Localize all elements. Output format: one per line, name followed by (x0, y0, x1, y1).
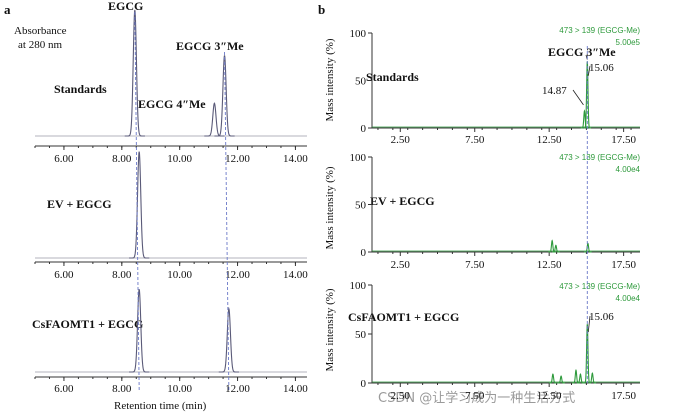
a2-x-tick-label: 12.00 (225, 269, 250, 281)
b2-x-tick-label: 12.50 (537, 259, 562, 271)
b3-peak-0 (549, 373, 557, 384)
b3-leader-1506 (587, 315, 591, 333)
a3-x-tick-label: 6.00 (54, 383, 74, 395)
b1-leader-1487 (572, 89, 584, 106)
b1-y-tick-label: 50 (355, 76, 367, 88)
watermark: CSDN @让学习成为一种生活方式 (378, 390, 575, 406)
a3-title: CsFAOMT1 + EGCG (32, 317, 143, 331)
a1-peak-label-3me: EGCG 3″Me (176, 39, 244, 53)
b3-y-tick-label: 50 (355, 329, 367, 341)
b3-transition: 473 > 139 (EGCG-Me) (559, 282, 640, 291)
b3-peak-3 (576, 373, 585, 384)
b3-x-tick-label: 12.50 (537, 390, 562, 402)
b1-x-tick-label: 12.50 (537, 134, 562, 146)
b3-peak-5 (588, 372, 597, 384)
a2-x-tick-label: 14.00 (283, 269, 308, 281)
b3-peak-label-1506: 15.06 (589, 311, 614, 323)
b3-ylabel: Mass intensity (%) (324, 288, 336, 371)
a1-peak-0 (124, 9, 145, 137)
a2-peak-0 (129, 151, 150, 259)
b2-x-tick-label: 7.50 (465, 259, 485, 271)
b2-scale: 4.00e4 (616, 165, 641, 174)
a2-title: EV + EGCG (47, 197, 112, 211)
b2-transition: 473 > 139 (EGCG-Me) (559, 153, 640, 162)
b1-transition: 473 > 139 (EGCG-Me) (559, 26, 640, 35)
a-xlabel: Retention time (min) (114, 400, 207, 412)
a1-x-tick-label: 8.00 (112, 153, 132, 165)
b1-y-tick-label: 100 (350, 28, 367, 40)
b3-peak-2 (572, 368, 580, 384)
a2-x-tick-label: 10.00 (167, 269, 192, 281)
b2-y-tick-label: 100 (350, 152, 367, 164)
a-guide-egcg-3me (224, 51, 230, 391)
b1-title: Standards (366, 70, 419, 84)
b1-peak-label-1487: 14.87 (542, 85, 567, 97)
b2-x-tick-label: 2.50 (391, 259, 411, 271)
a1-peak-1 (204, 102, 225, 137)
b1-x-tick-label: 2.50 (391, 134, 411, 146)
b1-x-tick-label: 7.50 (465, 134, 485, 146)
b3-x-tick-label: 2.50 (391, 390, 411, 402)
b1-y-tick-label: 0 (361, 123, 367, 135)
a1-peak-label-egcg: EGCG (108, 0, 143, 13)
a3-peak-1 (218, 306, 239, 373)
b1-x-tick-label: 17.50 (611, 134, 636, 146)
b3-y-tick-label: 0 (361, 378, 367, 390)
b2-peak-2 (584, 242, 592, 253)
b1-ylabel: Mass intensity (%) (324, 38, 336, 121)
a2-x-tick-label: 8.00 (112, 269, 132, 281)
b3-x-tick-label: 7.50 (465, 390, 485, 402)
a1-x-tick-label: 14.00 (283, 153, 308, 165)
b1-peak-label-1506: 15.06 (589, 62, 614, 74)
a2-x-tick-label: 6.00 (54, 269, 74, 281)
a3-x-tick-label: 8.00 (112, 383, 132, 395)
a3-peak-0 (129, 289, 150, 373)
b1-leader-1506 (587, 65, 591, 76)
panel-a-label: a (4, 2, 11, 17)
a1-title: Standards (54, 82, 107, 96)
b2-ylabel: Mass intensity (%) (324, 166, 336, 249)
a1-peak-2 (214, 55, 235, 137)
b3-title: CsFAOMT1 + EGCG (348, 310, 459, 324)
b3-x-tick-label: 17.50 (611, 390, 636, 402)
b3-scale: 4.00e4 (616, 294, 641, 303)
absorbance-label-line1: Absorbance (14, 25, 67, 37)
b3-y-tick-label: 100 (350, 280, 367, 292)
b2-y-tick-label: 0 (361, 247, 367, 259)
panel-b-label: b (318, 2, 325, 17)
a1-x-tick-label: 6.00 (54, 153, 74, 165)
b2-x-tick-label: 17.50 (611, 259, 636, 271)
a1-peak-label-4me: EGCG 4″Me (138, 97, 206, 111)
a3-x-tick-label: 14.00 (283, 383, 308, 395)
b2-peak-1 (552, 244, 560, 253)
a3-x-tick-label: 10.00 (167, 383, 192, 395)
b1-scale: 5.00e5 (616, 38, 641, 47)
b2-title: EV + EGCG (370, 194, 435, 208)
b1-compound-label: EGCG 3″Me (548, 45, 616, 59)
b3-peak-1 (557, 375, 565, 384)
a3-x-tick-label: 12.00 (225, 383, 250, 395)
a-guide-egcg (134, 11, 140, 391)
absorbance-label-line2: at 280 nm (18, 39, 62, 51)
b2-y-tick-label: 50 (355, 200, 367, 212)
a1-x-tick-label: 12.00 (225, 153, 250, 165)
a1-x-tick-label: 10.00 (167, 153, 192, 165)
